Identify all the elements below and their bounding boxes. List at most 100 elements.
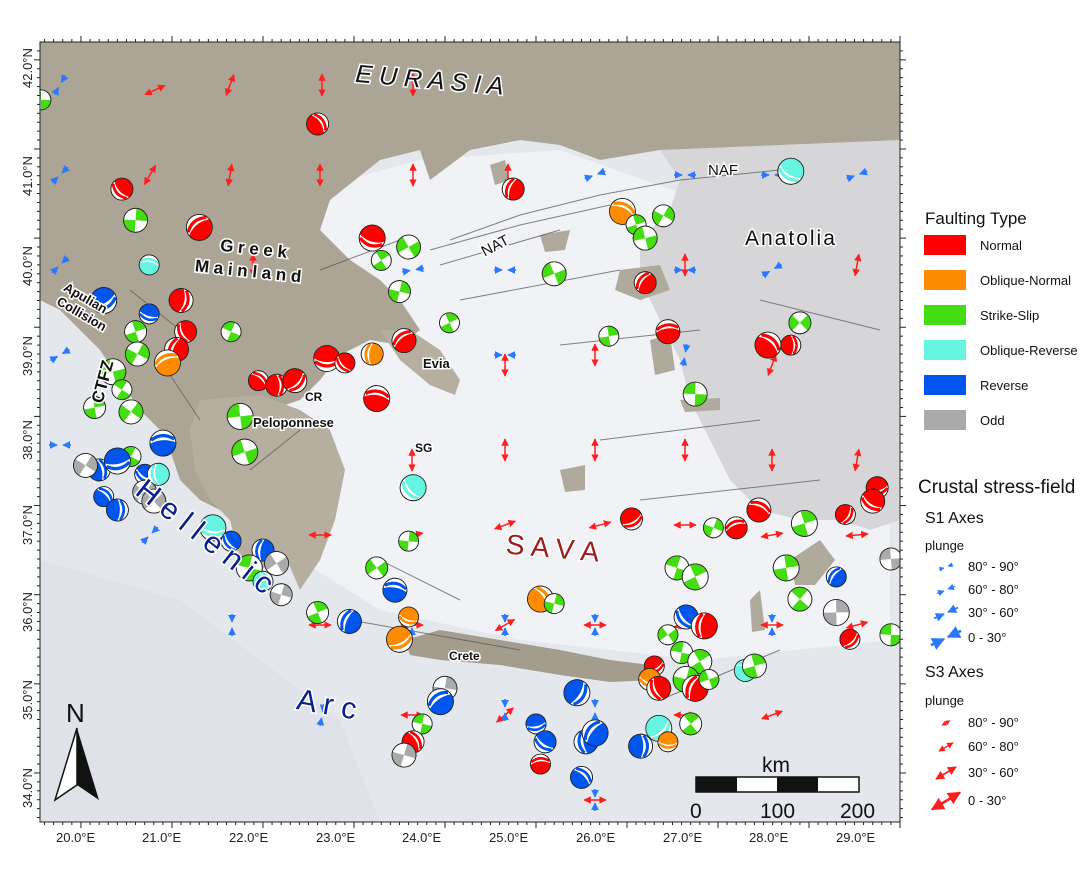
focal-mechanism: [388, 280, 411, 304]
focal-mechanism: [879, 623, 900, 647]
s3-axis-arrow: [760, 710, 784, 720]
s1-axis-arrow: [49, 266, 59, 276]
anatolia-label: Anatolia: [745, 227, 837, 250]
s1-plunge-label: plunge: [925, 538, 964, 553]
focal-mechanism: [822, 599, 850, 626]
s1-legend-symbol: [933, 613, 945, 622]
focal-mechanism: [264, 551, 290, 576]
focal-mechanism: [118, 399, 144, 425]
s3-legend-symbols: [930, 720, 962, 811]
stress-legend-title: Crustal stress-field: [918, 477, 1075, 498]
s1-axis-arrow: [49, 176, 59, 186]
focal-mechanism: [149, 429, 177, 457]
focal-mechanism: [391, 328, 417, 354]
focal-mechanism: [334, 352, 356, 374]
lat-label: 37.0°N: [20, 505, 35, 545]
focal-mechanism: [835, 504, 856, 525]
s1-axis-arrow: [51, 86, 60, 96]
focal-mechanism: [104, 447, 131, 475]
scale-tick-0: 0: [690, 800, 702, 823]
s3-legend-symbol: [935, 766, 957, 780]
s1-legend-symbol: [936, 589, 945, 597]
s1-axis-arrow: [761, 270, 771, 279]
focal-mechanism: [657, 731, 679, 753]
s1-legend-symbol: [946, 626, 962, 639]
focal-mechanism: [252, 570, 274, 592]
focal-mechanism: [391, 742, 417, 768]
focal-mechanism: [269, 583, 293, 607]
s3-axis-arrow: [494, 618, 516, 632]
s1-axis-arrow: [846, 174, 855, 183]
focal-mechanism: [788, 311, 812, 335]
focal-mechanism: [396, 234, 422, 260]
focal-mechanism: [825, 566, 847, 588]
cr-text: CR: [305, 390, 323, 404]
north-arrow: N: [53, 698, 99, 802]
s3-axis-arrow: [144, 84, 166, 96]
focal-mechanism: [839, 628, 861, 650]
focal-mechanism: [146, 462, 170, 486]
ionian-sea: [40, 560, 380, 822]
focal-mechanism: [746, 497, 772, 523]
focal-mechanism: [563, 679, 591, 707]
s1-axis-arrow: [415, 264, 424, 273]
focal-mechanism: [306, 601, 330, 624]
focal-mechanism: [679, 712, 703, 736]
s3-legend-symbol: [938, 742, 954, 752]
focal-mechanism: [657, 624, 679, 646]
crete-land: [405, 630, 655, 682]
peloponnese-land: [190, 395, 345, 590]
s1-legend-symbol: [947, 583, 956, 591]
focal-mechanism: [153, 349, 181, 377]
scale-tick-100: 100: [760, 800, 795, 823]
s3-item: 80° - 90°: [968, 715, 1019, 730]
lat-label: 34.0°N: [20, 768, 35, 808]
focal-mechanism: [426, 688, 454, 716]
focal-mechanism: [879, 547, 900, 571]
scale-bar: km 0 100 200: [690, 754, 875, 823]
focal-mechanism: [633, 271, 657, 295]
legend-swatch-reverse: [924, 375, 966, 395]
focal-mechanism: [141, 488, 167, 514]
s1-legend-symbol: [947, 604, 959, 613]
s3-axis-arrow: [225, 163, 235, 187]
focal-mechanism: [652, 204, 675, 228]
focal-mechanism: [220, 530, 242, 552]
lon-label: 26.0°E: [576, 830, 616, 845]
s1-item: 30° - 60°: [968, 605, 1019, 620]
focal-mechanism: [628, 733, 653, 759]
s1-legend-title: S1 Axes: [925, 510, 984, 527]
focal-mechanism: [90, 287, 118, 314]
focal-mechanism: [860, 488, 886, 514]
s1-axis-arrow: [402, 267, 411, 276]
focal-mechanism: [501, 177, 525, 201]
s1-item: 80° - 90°: [968, 559, 1019, 574]
focal-mechanism: [363, 385, 391, 413]
legend-label-oblique-reverse: Oblique-Reverse: [980, 343, 1078, 358]
focal-mechanism: [681, 563, 709, 591]
scale-unit: km: [762, 754, 790, 777]
lon-label: 25.0°E: [489, 830, 529, 845]
map-frame: [39, 41, 901, 823]
focal-mechanism: [73, 452, 98, 478]
s1-axis-arrow: [61, 164, 71, 174]
lon-label: 28.0°E: [749, 830, 789, 845]
focal-mechanism: [231, 438, 259, 466]
legend-label-reverse: Reverse: [980, 378, 1028, 393]
focal-mechanism: [386, 625, 413, 653]
focal-mechanism: [138, 254, 160, 276]
lon-label: 29.0°E: [836, 830, 876, 845]
focal-mechanism: [772, 554, 800, 582]
focal-mechanism: [398, 606, 420, 628]
sg-text: SG: [415, 441, 432, 455]
s1-axis-arrow: [773, 261, 783, 270]
focal-mechanism: [742, 653, 767, 679]
s3-axis-arrow: [852, 448, 862, 472]
s1-legend-symbol: [947, 562, 954, 568]
s3-legend-symbol: [941, 720, 951, 726]
focal-mechanism: [541, 261, 567, 287]
focal-mechanism: [306, 112, 330, 136]
s1-item: 0 - 30°: [968, 630, 1006, 645]
naxos-island: [560, 465, 585, 492]
